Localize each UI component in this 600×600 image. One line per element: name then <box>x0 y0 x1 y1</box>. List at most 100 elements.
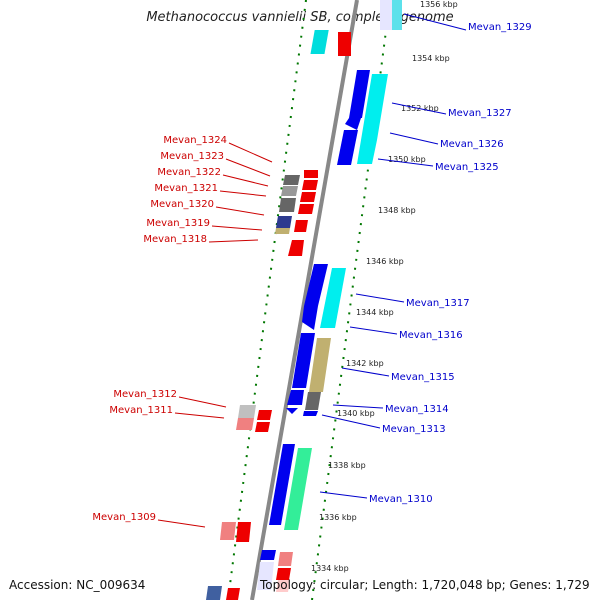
gene-label-group[interactable]: Mevan_1312 <box>113 389 227 408</box>
gene-label[interactable]: Mevan_1325 <box>435 162 499 173</box>
gene-label-group[interactable]: Mevan_1315 <box>341 367 455 383</box>
kbp-tick-label: 1344 kbp <box>356 308 394 317</box>
gene-arrow[interactable] <box>286 408 298 414</box>
topology-label: Topology: circular; Length: 1,720,048 bp… <box>260 578 590 592</box>
kbp-tick-label: 1334 kbp <box>311 564 349 573</box>
gene-label-group[interactable]: Mevan_1309 <box>92 512 206 528</box>
gene-block[interactable] <box>309 338 331 392</box>
plus-strand-labels: Mevan_1329 Mevan_1327 Mevan_1326 Mevan_1… <box>319 13 532 505</box>
gene-label[interactable]: Mevan_1316 <box>399 330 463 341</box>
gene-arrow[interactable] <box>300 192 316 202</box>
gene-label[interactable]: Mevan_1322 <box>157 167 221 178</box>
kbp-tick-label: 1336 kbp <box>319 513 357 522</box>
gene-block[interactable] <box>337 130 358 165</box>
gene-arrow[interactable] <box>303 411 318 416</box>
gene-label[interactable]: Mevan_1313 <box>382 424 446 435</box>
gene-block[interactable] <box>357 140 377 164</box>
gene-label-group[interactable]: Mevan_1321 <box>154 183 267 197</box>
gene-label-group[interactable]: Mevan_1311 <box>109 405 225 419</box>
gene-block[interactable] <box>281 186 298 196</box>
gene-block[interactable] <box>279 198 296 212</box>
gene-label-group[interactable]: Mevan_1327 <box>391 102 512 119</box>
gene-label[interactable]: Mevan_1321 <box>154 183 218 194</box>
gene-block[interactable] <box>320 268 346 328</box>
gene-label-group[interactable]: Mevan_1324 <box>163 135 273 163</box>
gene-label-group[interactable]: Mevan_1323 <box>160 151 271 177</box>
kbp-tick-label: 1354 kbp <box>412 54 450 63</box>
gene-arrow[interactable] <box>276 568 291 580</box>
accession-label: Accession: NC_009634 <box>9 578 146 592</box>
gene-label-group[interactable]: Mevan_1329 <box>403 13 532 33</box>
gene-arrow[interactable] <box>255 422 270 432</box>
gene-block[interactable] <box>304 264 328 306</box>
gene-arrow[interactable] <box>287 390 304 405</box>
kbp-tick-label: 1338 kbp <box>328 461 366 470</box>
kbp-tick-label: 1350 kbp <box>388 155 426 164</box>
gene-arrow[interactable] <box>302 180 318 190</box>
kbp-tick-label: 1342 kbp <box>346 359 384 368</box>
gene-label[interactable]: Mevan_1327 <box>448 108 512 119</box>
gene-label-group[interactable]: Mevan_1316 <box>349 326 463 341</box>
outer-tick-rail <box>227 0 307 600</box>
gene-label[interactable]: Mevan_1318 <box>143 234 207 245</box>
gene-arrow[interactable] <box>345 118 361 130</box>
gene-block[interactable] <box>276 580 290 592</box>
gene-block[interactable] <box>220 522 236 540</box>
gene-label-group[interactable]: Mevan_1320 <box>150 199 265 216</box>
gene-label-group[interactable]: Mevan_1318 <box>143 234 259 245</box>
genome-title: Methanococcus vannielii SB, complete gen… <box>146 10 454 25</box>
gene-block[interactable] <box>305 392 321 410</box>
gene-label-group[interactable]: Mevan_1319 <box>146 218 263 231</box>
gene-label[interactable]: Mevan_1324 <box>163 135 227 146</box>
gene-label-group[interactable]: Mevan_1317 <box>355 293 470 309</box>
gene-block[interactable] <box>275 228 290 234</box>
gene-arrow[interactable] <box>302 306 318 330</box>
gene-block[interactable] <box>283 175 300 185</box>
gene-features <box>206 0 402 600</box>
gene-label[interactable]: Mevan_1315 <box>391 372 455 383</box>
gene-arrow[interactable] <box>294 220 308 232</box>
gene-block[interactable] <box>338 32 351 56</box>
gene-block[interactable] <box>292 333 315 388</box>
gene-block[interactable] <box>278 552 293 566</box>
gene-block[interactable] <box>206 586 222 600</box>
gene-block[interactable] <box>257 562 274 590</box>
gene-block[interactable] <box>392 0 402 30</box>
gene-label[interactable]: Mevan_1311 <box>109 405 173 416</box>
gene-label[interactable]: Mevan_1312 <box>113 389 177 400</box>
gene-block[interactable] <box>310 30 329 54</box>
kbp-tick-label: 1348 kbp <box>378 206 416 215</box>
gene-label-group[interactable]: Mevan_1325 <box>377 158 499 173</box>
gene-block[interactable] <box>361 74 388 140</box>
gene-label[interactable]: Mevan_1323 <box>160 151 224 162</box>
gene-label[interactable]: Mevan_1329 <box>468 22 532 33</box>
gene-label[interactable]: Mevan_1309 <box>92 512 156 523</box>
gene-arrow[interactable] <box>260 550 276 560</box>
gene-label[interactable]: Mevan_1326 <box>440 139 504 150</box>
gene-arrow[interactable] <box>304 170 318 178</box>
gene-arrow[interactable] <box>288 240 304 256</box>
gene-label[interactable]: Mevan_1314 <box>385 404 449 415</box>
gene-label-group[interactable]: Mevan_1314 <box>332 404 449 415</box>
gene-label-group[interactable]: Mevan_1322 <box>157 167 269 187</box>
gene-block[interactable] <box>276 216 292 228</box>
kbp-tick-label: 1346 kbp <box>366 257 404 266</box>
genome-backbone <box>250 0 359 600</box>
gene-arrow[interactable] <box>257 410 272 420</box>
gene-label-group[interactable]: Mevan_1313 <box>321 414 446 435</box>
gene-label-group[interactable]: Mevan_1326 <box>389 132 504 150</box>
gene-label[interactable]: Mevan_1317 <box>406 298 470 309</box>
gene-arrow[interactable] <box>226 588 240 600</box>
gene-block[interactable] <box>236 418 254 430</box>
gene-label-group[interactable]: Mevan_1310 <box>319 491 433 505</box>
gene-label[interactable]: Mevan_1319 <box>146 218 210 229</box>
gene-block[interactable] <box>284 448 312 530</box>
gene-block[interactable] <box>349 70 370 118</box>
gene-label[interactable]: Mevan_1320 <box>150 199 214 210</box>
gene-label[interactable]: Mevan_1310 <box>369 494 433 505</box>
gene-block[interactable] <box>238 405 256 418</box>
gene-arrow[interactable] <box>298 204 314 214</box>
gene-arrow[interactable] <box>236 522 251 542</box>
gene-block[interactable] <box>269 444 295 525</box>
